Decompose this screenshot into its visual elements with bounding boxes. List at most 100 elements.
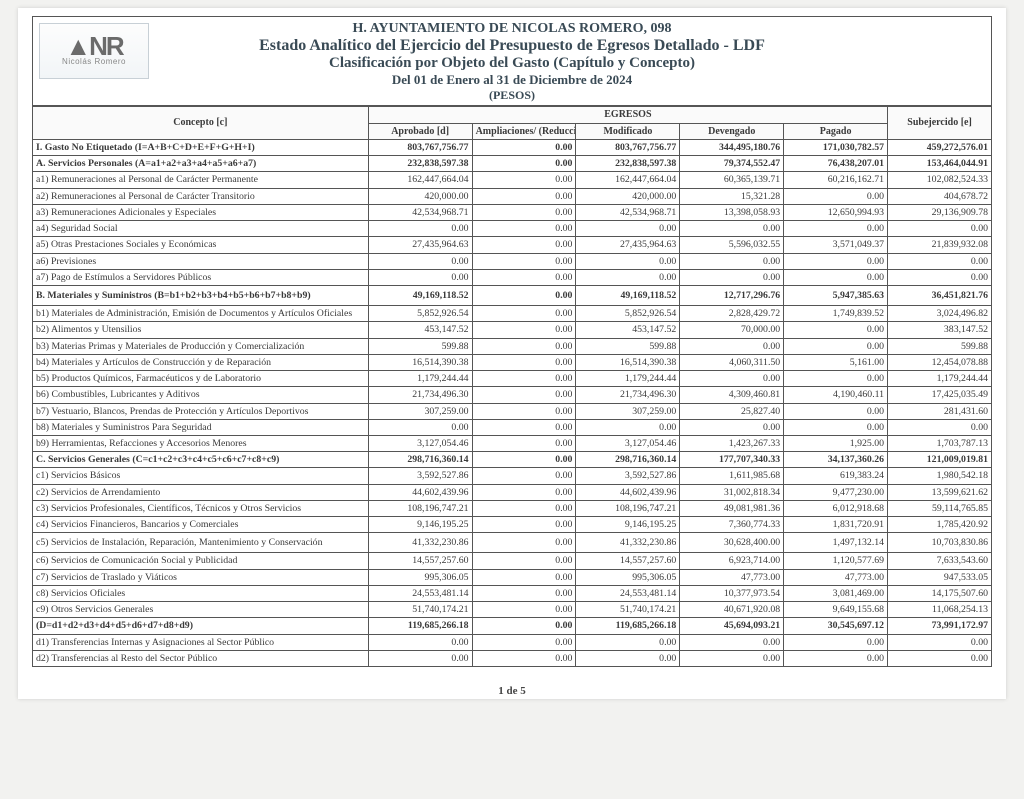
cell-subejercido: 10,703,830.86 (888, 533, 992, 553)
cell-ampliaciones: 0.00 (472, 634, 576, 650)
cell-subejercido: 0.00 (888, 650, 992, 666)
cell-aprobado: 0.00 (368, 269, 472, 285)
cell-aprobado: 453,147.52 (368, 322, 472, 338)
header-line-5: (PESOS) (39, 88, 985, 103)
cell-modificado: 42,534,968.71 (576, 204, 680, 220)
cell-devengado: 10,377,973.54 (680, 585, 784, 601)
cell-subejercido: 14,175,507.60 (888, 585, 992, 601)
cell-aprobado: 41,332,230.86 (368, 533, 472, 553)
table-row: b2) Alimentos y Utensilios453,147.520.00… (33, 322, 992, 338)
cell-pagado: 9,477,230.00 (784, 484, 888, 500)
cell-concept: c8) Servicios Oficiales (33, 585, 369, 601)
cell-aprobado: 44,602,439.96 (368, 484, 472, 500)
cell-aprobado: 995,306.05 (368, 569, 472, 585)
cell-concept: b4) Materiales y Artículos de Construcci… (33, 354, 369, 370)
cell-concept: a6) Previsiones (33, 253, 369, 269)
cell-subejercido: 29,136,909.78 (888, 204, 992, 220)
cell-aprobado: 27,435,964.63 (368, 237, 472, 253)
cell-devengado: 7,360,774.33 (680, 517, 784, 533)
cell-devengado: 30,628,400.00 (680, 533, 784, 553)
cell-ampliaciones: 0.00 (472, 452, 576, 468)
cell-subejercido: 947,533.05 (888, 569, 992, 585)
cell-concept: B. Materiales y Suministros (B=b1+b2+b3+… (33, 285, 369, 305)
cell-devengado: 12,717,296.76 (680, 285, 784, 305)
cell-subejercido: 0.00 (888, 269, 992, 285)
cell-pagado: 171,030,782.57 (784, 140, 888, 156)
cell-devengado: 2,828,429.72 (680, 306, 784, 322)
table-row: b3) Materias Primas y Materiales de Prod… (33, 338, 992, 354)
cell-devengado: 60,365,139.71 (680, 172, 784, 188)
cell-pagado: 1,831,720.91 (784, 517, 888, 533)
table-row: (D=d1+d2+d3+d4+d5+d6+d7+d8+d9)119,685,26… (33, 618, 992, 634)
cell-concept: c6) Servicios de Comunicación Social y P… (33, 553, 369, 569)
cell-concept: c5) Servicios de Instalación, Reparación… (33, 533, 369, 553)
cell-subejercido: 3,024,496.82 (888, 306, 992, 322)
cell-devengado: 5,596,032.55 (680, 237, 784, 253)
cell-subejercido: 281,431.60 (888, 403, 992, 419)
cell-modificado: 5,852,926.54 (576, 306, 680, 322)
cell-aprobado: 599.88 (368, 338, 472, 354)
cell-pagado: 76,438,207.01 (784, 156, 888, 172)
cell-modificado: 1,179,244.44 (576, 371, 680, 387)
cell-pagado: 34,137,360.26 (784, 452, 888, 468)
cell-subejercido: 1,703,787.13 (888, 435, 992, 451)
cell-pagado: 3,571,049.37 (784, 237, 888, 253)
cell-modificado: 44,602,439.96 (576, 484, 680, 500)
cell-ampliaciones: 0.00 (472, 285, 576, 305)
cell-modificado: 162,447,664.04 (576, 172, 680, 188)
cell-devengado: 0.00 (680, 371, 784, 387)
cell-devengado: 0.00 (680, 253, 784, 269)
cell-modificado: 27,435,964.63 (576, 237, 680, 253)
cell-modificado: 0.00 (576, 650, 680, 666)
cell-modificado: 0.00 (576, 419, 680, 435)
cell-ampliaciones: 0.00 (472, 403, 576, 419)
cell-modificado: 0.00 (576, 221, 680, 237)
cell-devengado: 177,707,340.33 (680, 452, 784, 468)
cell-modificado: 21,734,496.30 (576, 387, 680, 403)
logo-mark: ▲NR (65, 36, 122, 57)
cell-concept: a1) Remuneraciones al Personal de Caráct… (33, 172, 369, 188)
table-row: a2) Remuneraciones al Personal de Caráct… (33, 188, 992, 204)
col-pagado: Pagado (784, 123, 888, 140)
cell-ampliaciones: 0.00 (472, 387, 576, 403)
table-head: Concepto [c] EGRESOS Subejercido [e] Apr… (33, 107, 992, 140)
col-egresos-group: EGRESOS (368, 107, 887, 124)
cell-devengado: 79,374,552.47 (680, 156, 784, 172)
table-row: c9) Otros Servicios Generales51,740,174.… (33, 602, 992, 618)
cell-subejercido: 0.00 (888, 221, 992, 237)
cell-subejercido: 1,980,542.18 (888, 468, 992, 484)
cell-subejercido: 1,785,420.92 (888, 517, 992, 533)
cell-modificado: 420,000.00 (576, 188, 680, 204)
cell-modificado: 49,169,118.52 (576, 285, 680, 305)
cell-concept: b2) Alimentos y Utensilios (33, 322, 369, 338)
cell-concept: c1) Servicios Básicos (33, 468, 369, 484)
cell-pagado: 0.00 (784, 419, 888, 435)
cell-pagado: 0.00 (784, 253, 888, 269)
cell-ampliaciones: 0.00 (472, 602, 576, 618)
cell-subejercido: 12,454,078.88 (888, 354, 992, 370)
cell-ampliaciones: 0.00 (472, 354, 576, 370)
col-aprobado: Aprobado [d] (368, 123, 472, 140)
cell-ampliaciones: 0.00 (472, 468, 576, 484)
col-ampliaciones: Ampliaciones/ (Reducciones) (472, 123, 576, 140)
cell-aprobado: 16,514,390.38 (368, 354, 472, 370)
cell-modificado: 108,196,747.21 (576, 500, 680, 516)
table-row: c6) Servicios de Comunicación Social y P… (33, 553, 992, 569)
cell-ampliaciones: 0.00 (472, 269, 576, 285)
cell-modificado: 16,514,390.38 (576, 354, 680, 370)
cell-concept: b3) Materias Primas y Materiales de Prod… (33, 338, 369, 354)
cell-ampliaciones: 0.00 (472, 140, 576, 156)
cell-ampliaciones: 0.00 (472, 306, 576, 322)
cell-ampliaciones: 0.00 (472, 650, 576, 666)
col-concept: Concepto [c] (33, 107, 369, 140)
cell-modificado: 0.00 (576, 253, 680, 269)
table-row: c2) Servicios de Arrendamiento44,602,439… (33, 484, 992, 500)
cell-concept: A. Servicios Personales (A=a1+a2+a3+a4+a… (33, 156, 369, 172)
cell-ampliaciones: 0.00 (472, 172, 576, 188)
cell-devengado: 1,611,985.68 (680, 468, 784, 484)
cell-pagado: 6,012,918.68 (784, 500, 888, 516)
header-line-1: H. AYUNTAMIENTO DE NICOLAS ROMERO, 098 (39, 21, 985, 37)
cell-aprobado: 42,534,968.71 (368, 204, 472, 220)
cell-pagado: 5,947,385.63 (784, 285, 888, 305)
cell-aprobado: 5,852,926.54 (368, 306, 472, 322)
